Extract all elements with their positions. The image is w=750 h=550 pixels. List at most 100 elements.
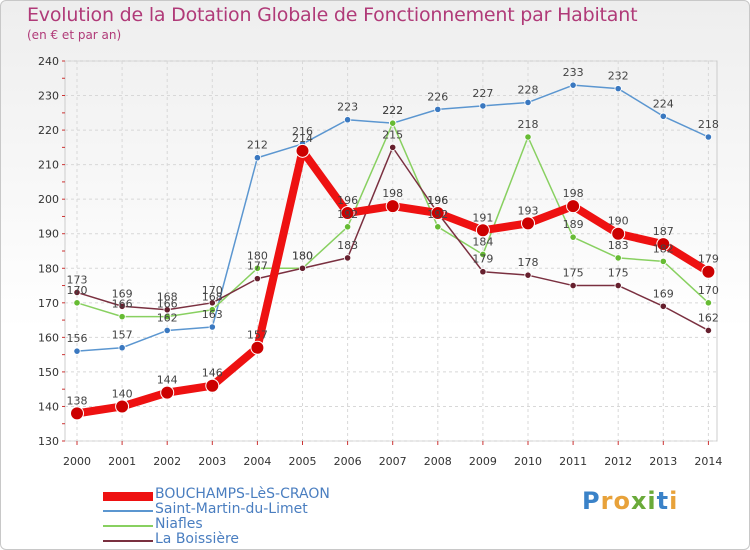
y-tick-label: 220 (38, 124, 59, 137)
data-label: 183 (608, 239, 629, 252)
data-label: 227 (472, 87, 493, 100)
data-label: 169 (112, 287, 133, 300)
legend-label: Saint-Martin-du-Limet (155, 501, 308, 517)
data-label: 212 (247, 139, 268, 152)
data-label: 146 (202, 367, 223, 380)
data-point (479, 102, 487, 110)
chart-title: Evolution de la Dotation Globale de Fonc… (27, 4, 638, 26)
data-label: 169 (653, 287, 674, 300)
data-point (701, 264, 716, 279)
data-point (208, 323, 216, 331)
data-label: 196 (427, 194, 448, 207)
data-label: 166 (112, 298, 133, 311)
data-label: 168 (157, 291, 178, 304)
y-tick-label: 160 (38, 331, 59, 344)
x-tick-label: 2008 (424, 455, 452, 468)
data-point (340, 206, 355, 220)
y-tick-label: 170 (38, 297, 59, 310)
legend-swatch (103, 540, 153, 542)
data-point (208, 306, 216, 314)
data-point (524, 98, 532, 107)
y-tick-label: 200 (38, 193, 59, 206)
data-point (659, 302, 667, 310)
data-point (343, 223, 352, 231)
data-point (253, 264, 261, 272)
data-label: 179 (472, 253, 493, 266)
data-point (569, 233, 577, 241)
data-point (73, 288, 81, 297)
data-point (430, 206, 445, 220)
logo-letter: o (613, 487, 631, 515)
data-label: 166 (157, 298, 178, 311)
data-point (118, 302, 126, 310)
data-label: 232 (608, 70, 629, 83)
data-label: 189 (563, 218, 584, 231)
data-label: 214 (292, 132, 313, 145)
data-label: 218 (518, 118, 539, 131)
data-label: 163 (202, 308, 223, 321)
data-label: 162 (698, 311, 719, 324)
data-point (73, 299, 81, 307)
data-point (479, 268, 487, 276)
data-point (160, 385, 175, 400)
data-point (434, 105, 442, 113)
legend-swatch (103, 510, 153, 512)
data-label: 175 (608, 267, 629, 280)
data-label: 157 (247, 329, 268, 342)
data-label: 224 (653, 97, 674, 110)
proxiti-logo: Proxiti (582, 487, 678, 515)
data-label: 162 (157, 311, 178, 324)
data-point (659, 112, 667, 120)
data-label: 198 (563, 187, 584, 200)
data-point (253, 275, 261, 283)
data-label: 175 (563, 267, 584, 280)
data-point (73, 347, 81, 355)
data-point (205, 378, 220, 393)
chart-subtitle: (en € et par an) (27, 28, 122, 42)
data-label: 223 (337, 101, 358, 114)
data-point (163, 326, 171, 335)
data-point (614, 254, 622, 262)
series-bouchamps-l-s-craon (70, 143, 716, 421)
data-label: 196 (427, 194, 448, 207)
data-label: 170 (202, 284, 223, 297)
x-tick-label: 2012 (604, 455, 632, 468)
logo-letter: t (656, 487, 670, 515)
data-label: 182 (653, 242, 674, 255)
y-tick-label: 130 (38, 435, 59, 448)
logo-letter: i (647, 487, 657, 515)
data-point (566, 199, 581, 214)
data-point (389, 143, 397, 151)
legend-swatch (103, 525, 153, 527)
data-label: 216 (292, 125, 313, 138)
data-point (569, 281, 577, 290)
data-label: 170 (698, 284, 719, 297)
legend-label: La Boissière (155, 531, 240, 547)
data-label: 173 (67, 273, 88, 286)
data-labels: 138 140 144 146 157 214 196 198 196 191 193 198 190 1… (67, 66, 719, 407)
x-tick-label: 2006 (334, 455, 362, 468)
y-tick-label: 190 (38, 228, 59, 241)
data-label: 140 (112, 387, 133, 400)
data-label: 168 (202, 291, 223, 304)
data-point (298, 264, 307, 272)
y-tick-label: 230 (38, 90, 59, 103)
data-point (521, 216, 535, 231)
x-tick-label: 2013 (649, 455, 677, 468)
data-label: 180 (247, 249, 268, 262)
data-point (479, 250, 487, 259)
logo-letter: r (600, 487, 614, 515)
data-point (208, 299, 216, 307)
data-point (163, 306, 171, 314)
data-label: 156 (67, 332, 88, 345)
data-point (118, 344, 126, 352)
data-point (524, 271, 532, 279)
data-point (611, 226, 626, 241)
data-label: 157 (112, 329, 133, 342)
data-point (614, 85, 622, 93)
logo-letter: i (669, 487, 679, 515)
x-tick-label: 2009 (469, 455, 497, 468)
data-label: 196 (337, 194, 358, 207)
data-label: 191 (472, 211, 493, 224)
x-tick-label: 2001 (108, 455, 136, 468)
